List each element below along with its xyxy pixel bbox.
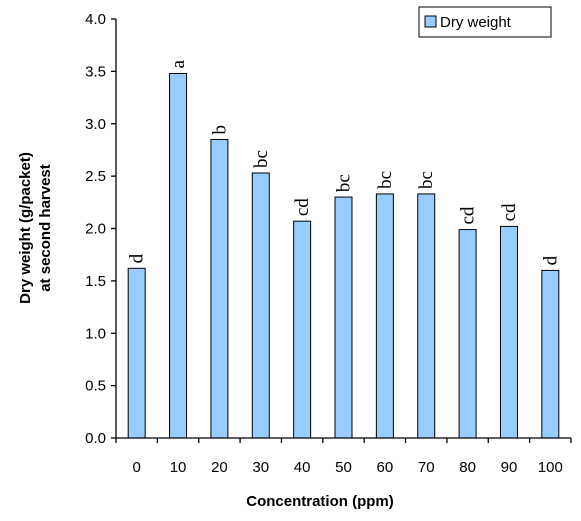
- x-tick-label: 80: [459, 459, 476, 476]
- y-tick-label: 0.0: [85, 430, 106, 447]
- x-tick-label: 50: [335, 459, 352, 476]
- bar: [417, 193, 436, 439]
- y-tick-label: 3.5: [85, 63, 106, 80]
- y-tick-label: 2.0: [85, 221, 106, 238]
- x-axis-ticks: 0 10 20 30 40 50 60 70 80 90 100: [115, 438, 572, 476]
- legend-box: [418, 6, 552, 38]
- y-tick-label: 1.5: [85, 273, 106, 290]
- bars: d a b bc cd bc bc bc cd cd d: [127, 59, 561, 439]
- significance-label: bc: [251, 150, 272, 168]
- y-axis-title-line-2: at second harvest: [37, 164, 54, 292]
- significance-label: bc: [334, 174, 355, 192]
- y-tick-label: 3.0: [85, 116, 106, 133]
- bar: [541, 269, 560, 439]
- y-axis-title-line-1: Dry weight (g/packet): [17, 152, 34, 304]
- significance-label: cd: [458, 206, 479, 224]
- x-tick-label: 100: [538, 459, 563, 476]
- significance-label: d: [540, 255, 561, 265]
- x-tick-label: 90: [501, 459, 518, 476]
- bar: [499, 225, 518, 439]
- x-tick-label: 10: [170, 459, 187, 476]
- legend: Dry weight: [418, 6, 552, 38]
- y-tick-label: 4.0: [85, 11, 106, 28]
- significance-label: b: [209, 125, 230, 135]
- x-tick-label: 30: [252, 459, 269, 476]
- significance-label: d: [127, 253, 148, 263]
- x-tick-label: 60: [377, 459, 394, 476]
- x-tick-label: 40: [294, 459, 311, 476]
- x-tick-label: 0: [133, 459, 141, 476]
- bar: [210, 138, 229, 439]
- bar: [127, 267, 146, 439]
- bar: [293, 220, 312, 439]
- bar: [169, 72, 188, 439]
- x-axis-title: Concentration (ppm): [246, 493, 394, 510]
- y-tick-label: 1.0: [85, 325, 106, 342]
- x-tick-label: 20: [211, 459, 228, 476]
- y-tick-label: 2.5: [85, 168, 106, 185]
- significance-label: a: [168, 59, 189, 68]
- significance-label: cd: [292, 198, 313, 216]
- x-tick-label: 70: [418, 459, 435, 476]
- significance-label: cd: [499, 203, 520, 221]
- y-axis-ticks: 0.0 0.5 1.0 1.5 2.0 2.5 3.0 3.5 4.0: [85, 11, 116, 447]
- bar: [251, 172, 270, 439]
- significance-label: bc: [375, 171, 396, 189]
- bar: [458, 229, 477, 439]
- bar: [375, 193, 394, 439]
- y-tick-label: 0.5: [85, 378, 106, 395]
- legend-swatch: [424, 15, 437, 28]
- bar: [334, 196, 353, 439]
- legend-label: Dry weight: [440, 14, 512, 31]
- significance-label: bc: [416, 171, 437, 189]
